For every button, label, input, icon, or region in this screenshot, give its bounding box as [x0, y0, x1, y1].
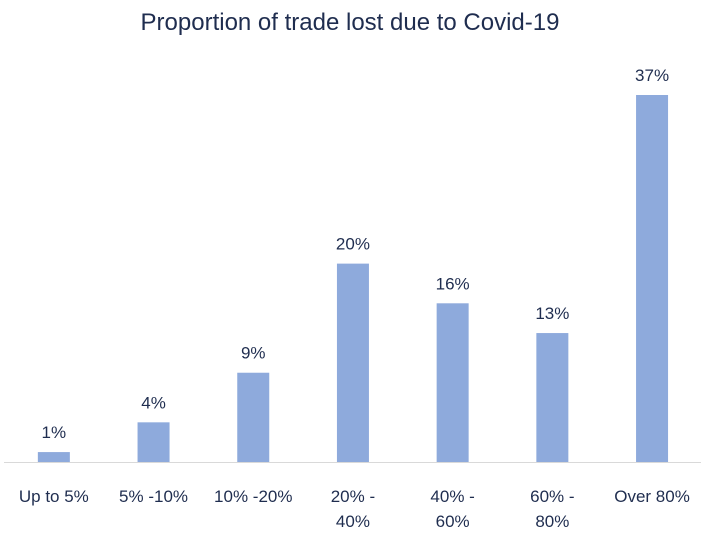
bar: [237, 372, 270, 462]
data-label: 16%: [436, 274, 470, 293]
chart-title: Proportion of trade lost due to Covid-19: [141, 9, 560, 36]
bar: [336, 263, 369, 462]
data-label: 20%: [336, 235, 370, 254]
x-tick-label: 20% - 40%: [330, 487, 376, 531]
bar: [37, 452, 70, 462]
bar: [636, 95, 669, 462]
x-tick-label: 60% - 80%: [530, 487, 575, 531]
x-tick-label: 40% - 60%: [430, 487, 475, 531]
data-label: 9%: [241, 344, 266, 363]
bar: [137, 422, 170, 462]
bar: [536, 333, 569, 462]
x-tick-label: Over 80%: [614, 487, 690, 506]
data-label: 37%: [635, 66, 669, 85]
data-label: 4%: [141, 393, 166, 412]
x-tick-label: 10% -20%: [214, 487, 293, 506]
x-tick-label: Up to 5%: [18, 487, 89, 506]
bar: [436, 303, 469, 462]
x-tick-label: 5% -10%: [119, 487, 189, 506]
data-label: 13%: [535, 304, 569, 323]
data-label: 1%: [42, 423, 67, 442]
